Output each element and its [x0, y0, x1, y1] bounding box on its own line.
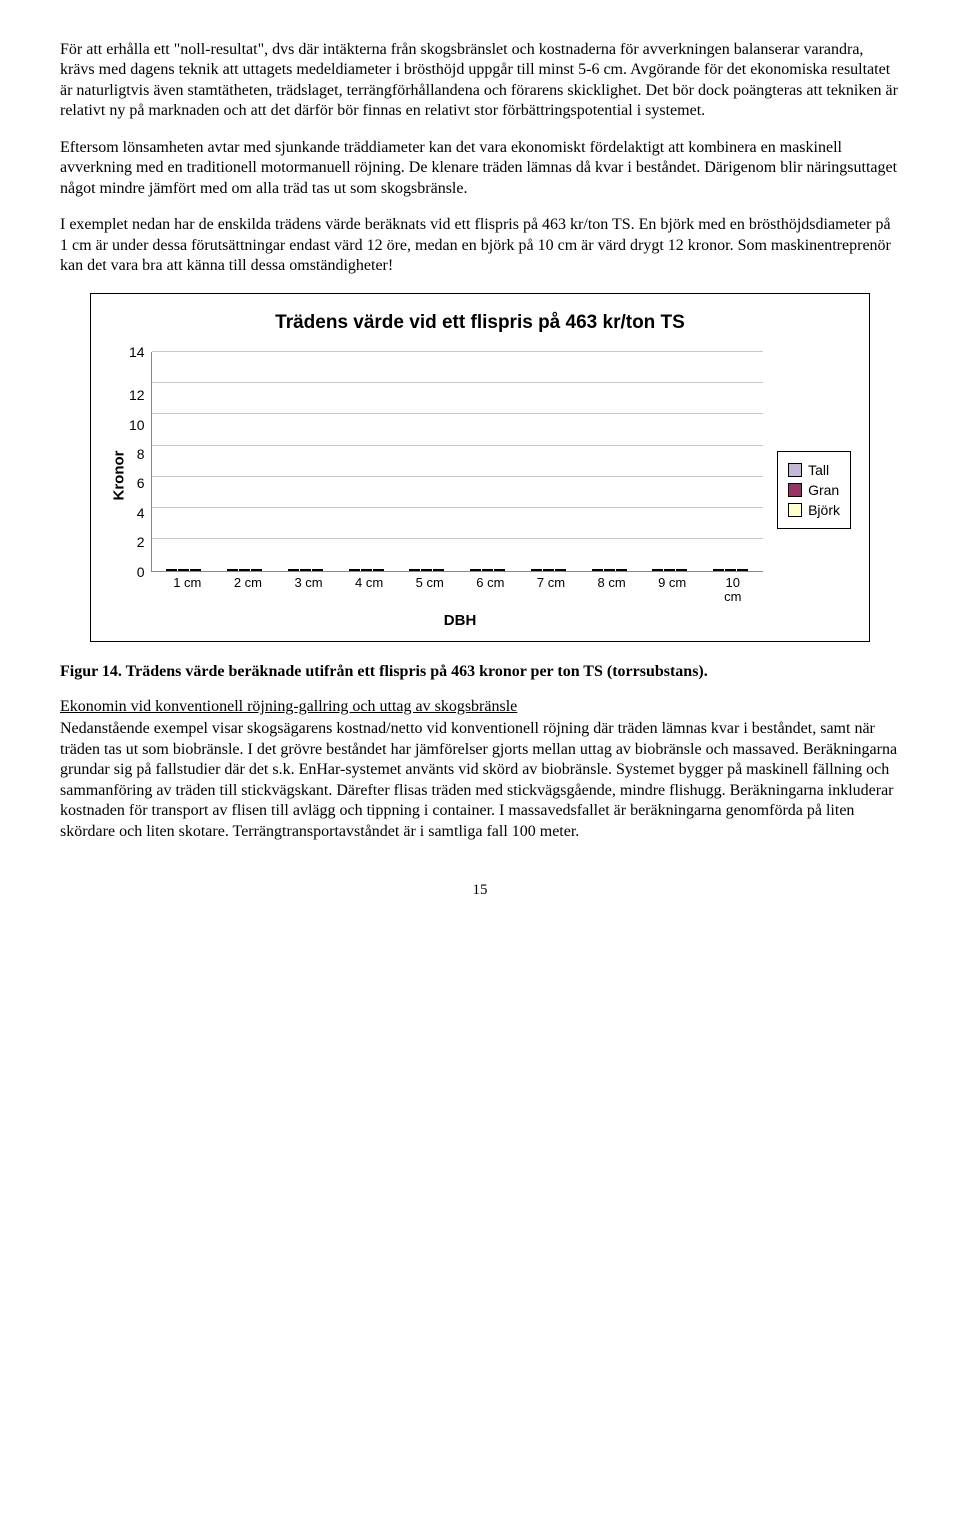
paragraph-2: Eftersom lönsamheten avtar med sjunkande…: [60, 138, 900, 199]
xtick: 10 cm: [702, 576, 763, 605]
bar-group: [397, 569, 458, 571]
legend-item: Gran: [788, 482, 840, 498]
chart-plot-area: 14121086420: [129, 352, 763, 572]
bar-tall: [349, 569, 360, 571]
bar-group: [154, 569, 215, 571]
bar-björk: [555, 569, 566, 571]
bar-tall: [470, 569, 481, 571]
ytick: 12: [129, 388, 145, 402]
gridline: [152, 413, 764, 414]
bar-tall: [592, 569, 603, 571]
bar-björk: [312, 569, 323, 571]
legend-item: Björk: [788, 502, 840, 518]
bar-gran: [482, 569, 493, 571]
bar-björk: [251, 569, 262, 571]
bar-tall: [227, 569, 238, 571]
ytick: 10: [129, 418, 145, 432]
ytick: 0: [137, 565, 145, 579]
paragraph-3: I exemplet nedan har de enskilda trädens…: [60, 215, 900, 276]
bar-gran: [178, 569, 189, 571]
gridline: [152, 538, 764, 539]
bar-gran: [543, 569, 554, 571]
bar-group: [214, 569, 275, 571]
gridline: [152, 351, 764, 352]
xtick: 7 cm: [521, 576, 582, 605]
bar-björk: [494, 569, 505, 571]
legend-swatch: [788, 503, 802, 517]
bar-tall: [652, 569, 663, 571]
bar-group: [336, 569, 397, 571]
ytick: 4: [137, 506, 145, 520]
bar-tall: [531, 569, 542, 571]
bar-björk: [433, 569, 444, 571]
gridline: [152, 445, 764, 446]
xtick: 8 cm: [581, 576, 642, 605]
figure-caption: Figur 14. Trädens värde beräknade utifrå…: [60, 662, 900, 682]
bar-group: [457, 569, 518, 571]
bar-gran: [300, 569, 311, 571]
bar-gran: [604, 569, 615, 571]
bar-group: [518, 569, 579, 571]
subheading: Ekonomin vid konventionell röjning-gallr…: [60, 697, 900, 717]
chart-legend: Tall Gran Björk: [777, 451, 851, 529]
bar-gran: [664, 569, 675, 571]
chart-container: Trädens värde vid ett flispris på 463 kr…: [90, 293, 870, 643]
bar-gran: [361, 569, 372, 571]
bar-tall: [166, 569, 177, 571]
gridline: [152, 382, 764, 383]
page-number: 15: [60, 882, 900, 899]
bar-björk: [676, 569, 687, 571]
bar-gran: [421, 569, 432, 571]
xtick: 3 cm: [278, 576, 339, 605]
bar-björk: [616, 569, 627, 571]
legend-item: Tall: [788, 462, 840, 478]
gridline: [152, 507, 764, 508]
chart-grid: [151, 352, 764, 572]
gridline: [152, 476, 764, 477]
legend-label: Björk: [808, 502, 840, 518]
chart-ylabel: Kronor: [111, 480, 128, 500]
ytick: 14: [129, 345, 145, 359]
bar-björk: [737, 569, 748, 571]
ytick: 2: [137, 535, 145, 549]
xtick: 9 cm: [642, 576, 703, 605]
legend-label: Gran: [808, 482, 839, 498]
bar-tall: [288, 569, 299, 571]
bar-group: [579, 569, 640, 571]
bar-gran: [239, 569, 250, 571]
xtick: 2 cm: [218, 576, 279, 605]
chart-title: Trädens värde vid ett flispris på 463 kr…: [109, 312, 851, 334]
paragraph-4: Nedanstående exempel visar skogsägarens …: [60, 719, 900, 842]
ytick: 6: [137, 476, 145, 490]
bar-björk: [190, 569, 201, 571]
bar-group: [640, 569, 701, 571]
bar-björk: [373, 569, 384, 571]
ytick: 8: [137, 447, 145, 461]
legend-swatch: [788, 483, 802, 497]
legend-swatch: [788, 463, 802, 477]
bar-gran: [725, 569, 736, 571]
bar-tall: [409, 569, 420, 571]
legend-label: Tall: [808, 462, 829, 478]
xtick: 4 cm: [339, 576, 400, 605]
bar-tall: [713, 569, 724, 571]
bar-group: [700, 569, 761, 571]
xtick: 6 cm: [460, 576, 521, 605]
xtick: 5 cm: [399, 576, 460, 605]
chart-xaxis: 1 cm2 cm3 cm4 cm5 cm6 cm7 cm8 cm9 cm10 c…: [157, 576, 763, 605]
xtick: 1 cm: [157, 576, 218, 605]
chart-yaxis: 14121086420: [129, 352, 151, 572]
chart-xlabel: DBH: [157, 612, 763, 629]
bar-group: [275, 569, 336, 571]
paragraph-1: För att erhålla ett "noll-resultat", dvs…: [60, 40, 900, 122]
